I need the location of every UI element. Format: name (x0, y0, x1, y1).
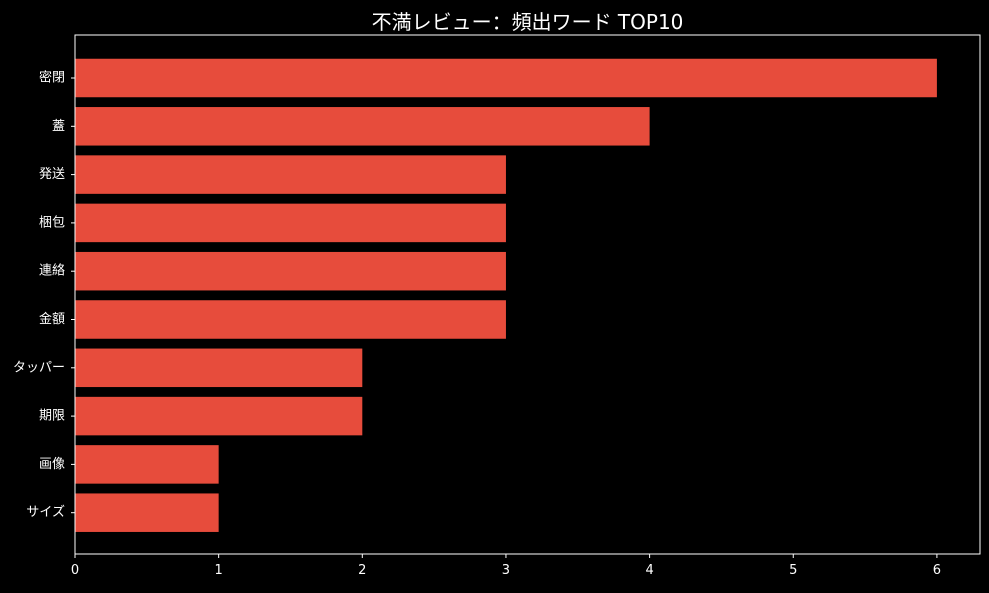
x-tick-label: 4 (645, 563, 653, 578)
x-tick-label: 1 (215, 563, 223, 578)
y-tick-label: 画像 (39, 457, 65, 472)
bar-連絡 (75, 251, 506, 291)
y-tick-label: 金額 (39, 311, 65, 327)
chart-title: 不満レビュー：頻出ワード TOP10 (371, 10, 684, 34)
bar-発送 (75, 155, 506, 194)
bar-期限 (75, 396, 363, 436)
plot-frame (74, 34, 981, 555)
y-tick-label: タッパー (13, 360, 65, 375)
y-tick-label: サイズ (26, 504, 65, 520)
y-tick-label: 連絡 (39, 263, 65, 279)
bar-サイズ (75, 493, 219, 532)
bar-画像 (75, 445, 219, 484)
y-tick-label: 蓋 (52, 119, 65, 134)
x-tick-label: 5 (789, 563, 797, 578)
x-tick-label: 6 (933, 563, 941, 578)
bar-蓋 (75, 107, 650, 146)
y-tick-label: 密閉 (39, 70, 65, 86)
bars-layer (75, 58, 937, 532)
x-tick-label: 2 (358, 563, 366, 578)
y-tick-label: 期限 (39, 409, 65, 424)
bar-梱包 (75, 203, 506, 243)
y-tick-label: 梱包 (39, 215, 65, 230)
x-axis: 0 1 2 3 4 5 6 (71, 554, 941, 578)
bar-密閉 (75, 58, 937, 98)
y-tick-label: 発送 (39, 167, 65, 182)
x-tick-label: 3 (502, 563, 510, 578)
bar-タッパー (75, 348, 363, 388)
x-tick-label: 0 (71, 563, 79, 578)
bar-金額 (75, 300, 506, 339)
